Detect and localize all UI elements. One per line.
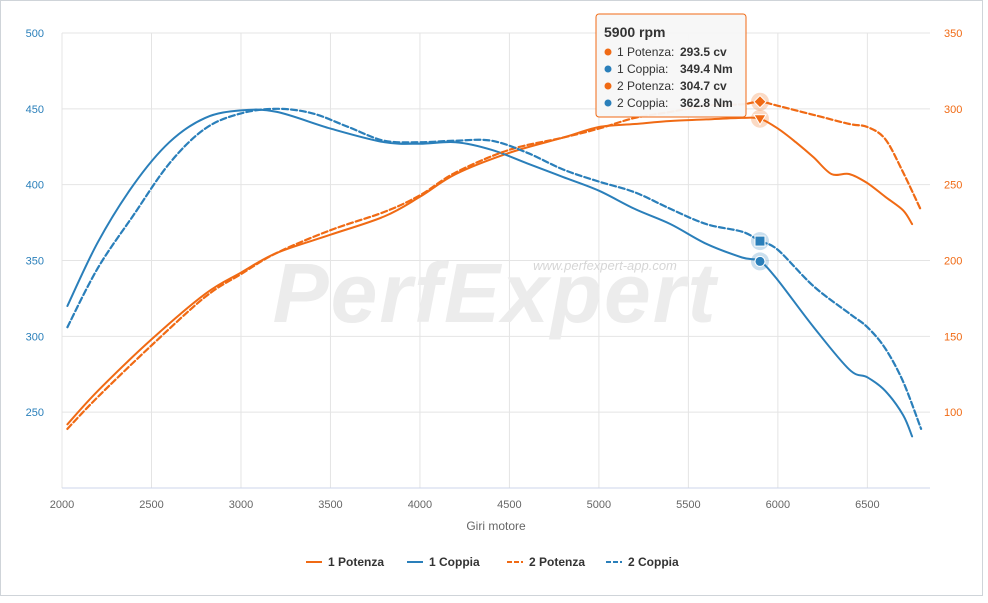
series-line-2-potenza [66, 100, 923, 430]
x-tick-label: 5500 [676, 499, 700, 511]
watermark-url: www.perfexpert-app.com [533, 258, 677, 273]
y-left-tick-label: 250 [26, 407, 44, 419]
y-right-tick-label: 200 [944, 256, 962, 268]
hover-marker-1-coppia [754, 255, 766, 267]
x-axis-title: Giri motore [466, 519, 526, 533]
tooltip-box [595, 13, 747, 118]
x-tick-label: 2500 [139, 499, 163, 511]
tooltip-dot [604, 99, 612, 107]
legend-item-2-coppia: 2 Coppia [628, 555, 679, 569]
y-left-tick-label: 450 [26, 104, 44, 116]
x-tick-label: 6500 [855, 499, 879, 511]
y-right-tick-label: 150 [944, 331, 962, 343]
y-left-tick-label: 500 [26, 28, 44, 40]
y-left-tick-label: 400 [26, 180, 44, 192]
series-line-1-coppia [66, 108, 914, 438]
series-line-2-coppia [66, 107, 923, 430]
tooltip-dot [604, 48, 612, 56]
x-tick-label: 6000 [766, 499, 790, 511]
tooltip-row-value: 304.7 cv [680, 79, 727, 93]
x-tick-label: 4000 [408, 499, 432, 511]
tooltip-dot [604, 65, 612, 73]
series-line-1-potenza [66, 116, 914, 426]
tooltip-row-label: 1 Potenza: [617, 45, 674, 59]
hover-marker-1-potenza [753, 114, 767, 126]
y-right-tick-label: 100 [944, 407, 962, 419]
x-tick-label: 2000 [50, 499, 74, 511]
tooltip-dot [604, 82, 612, 90]
tooltip-row-value: 349.4 Nm [680, 62, 733, 76]
legend-item-2-potenza: 2 Potenza [529, 555, 585, 569]
y-right-tick-label: 350 [944, 28, 962, 40]
y-left-tick-label: 300 [26, 331, 44, 343]
tooltip-row-label: 2 Coppia: [617, 96, 668, 110]
x-tick-label: 3000 [229, 499, 253, 511]
watermark-logo: PerfExpert [273, 246, 719, 340]
y-right-tick-label: 250 [944, 180, 962, 192]
tooltip-row-label: 1 Coppia: [617, 62, 668, 76]
hover-marker-2-potenza [753, 94, 767, 109]
legend-item-1-coppia: 1 Coppia [429, 555, 480, 569]
tooltip-title: 5900 rpm [604, 24, 665, 40]
legend-item-1-potenza: 1 Potenza [328, 555, 384, 569]
tooltip-row-value: 293.5 cv [680, 45, 727, 59]
y-left-tick-label: 350 [26, 256, 44, 268]
y-right-tick-label: 300 [944, 104, 962, 116]
hover-marker-2-coppia [754, 235, 766, 247]
x-tick-label: 3500 [318, 499, 342, 511]
tooltip-row-label: 2 Potenza: [617, 79, 674, 93]
x-tick-label: 4500 [497, 499, 521, 511]
tooltip-row-value: 362.8 Nm [680, 96, 733, 110]
x-tick-label: 5000 [587, 499, 611, 511]
